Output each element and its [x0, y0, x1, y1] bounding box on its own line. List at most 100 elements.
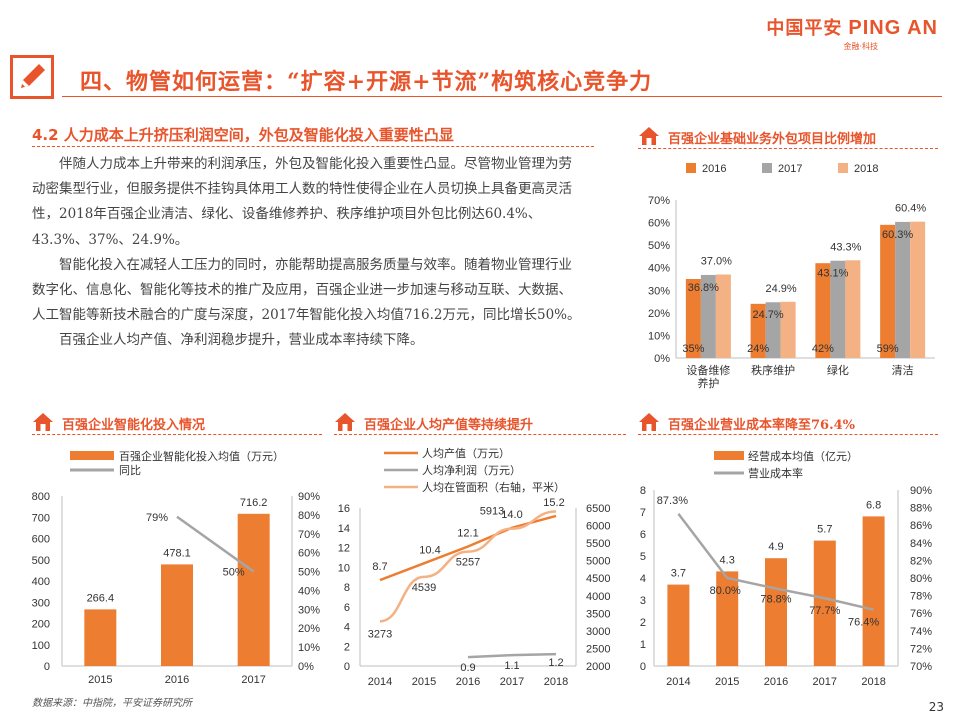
x-tick-label: 2016: [165, 674, 189, 686]
bar: [667, 584, 690, 666]
y2-tick-label: 80%: [298, 510, 320, 522]
y2-tick-label: 86%: [910, 520, 932, 532]
data-label: 12.1: [457, 528, 478, 540]
data-label: 3.7: [671, 568, 686, 580]
y-tick-label: 30%: [648, 285, 670, 297]
bar-2016: [685, 279, 701, 358]
panel-title-outsourcing: 百强企业基础业务外包项目比例增加: [668, 132, 877, 147]
line-cost-rate: [677, 513, 874, 611]
y2-tick-label: 4500: [586, 573, 610, 585]
y2-tick-label: 70%: [298, 529, 320, 541]
y2-tick-label: 88%: [910, 503, 932, 515]
panel-title-costrate: 百强企业营业成本率降至76.4%: [668, 418, 856, 433]
y2-tick-label: 5500: [586, 538, 610, 550]
y2-tick-label: 3500: [586, 608, 610, 620]
y-tick-label: 0: [44, 661, 50, 673]
brand-logo: 中国平安 PING AN 金融·科技: [766, 14, 938, 52]
x-tick-label: 2018: [544, 676, 568, 688]
data-label: 77.7%: [809, 605, 840, 617]
data-label: 4.3: [720, 554, 735, 566]
x-tick-label: 绿化: [827, 363, 849, 377]
y2-tick-label: 3000: [586, 626, 610, 638]
data-label: 43.3%: [830, 241, 861, 253]
brand-tagline: 金融·科技: [843, 42, 878, 51]
page-number: 23: [928, 700, 944, 714]
y-tick-label: 60%: [648, 218, 670, 230]
data-label: 478.1: [163, 547, 191, 559]
bar: [813, 540, 836, 666]
data-label: 37.0%: [701, 255, 732, 267]
y2-tick-label: 84%: [910, 538, 932, 550]
page-title: 四、物管如何运营：“扩容+开源+节流”构筑核心竞争力: [80, 69, 653, 95]
data-label: 42%: [812, 343, 834, 355]
y-tick-label: 20%: [648, 308, 670, 320]
data-label: 60.3%: [882, 229, 913, 241]
data-label: 24.9%: [766, 283, 797, 295]
data-label: 716.2: [240, 497, 268, 509]
y2-tick-label: 2000: [586, 661, 610, 673]
x-tick-label: 设备维修: [686, 363, 730, 377]
legend-label: 2018: [854, 163, 878, 175]
x-tick-label: 2017: [813, 676, 837, 688]
legend-label: 人均净利润（万元）: [422, 463, 521, 477]
y-tick-label: 200: [32, 619, 50, 631]
y2-tick-label: 40%: [298, 585, 320, 597]
data-label: 1.1: [504, 660, 519, 672]
x-tick-label: 2015: [715, 676, 739, 688]
house-icon: [639, 127, 659, 145]
bar: [862, 516, 885, 666]
y-tick-label: 40%: [648, 263, 670, 275]
y-tick-label: 2: [640, 617, 646, 629]
section-divider: [32, 146, 594, 147]
panel-title-intelligent: 百强企业智能化投入情况: [62, 418, 206, 433]
y2-tick-label: 5000: [586, 556, 610, 568]
x-tick-label: 养护: [697, 376, 719, 390]
x-tick-label: 2018: [861, 676, 885, 688]
data-label: 15.2: [543, 497, 564, 509]
y2-tick-label: 72%: [910, 643, 932, 655]
house-icon: [33, 413, 53, 431]
y-tick-label: 4: [344, 622, 350, 634]
legend-label: 营业成本率: [748, 466, 803, 480]
legend-swatch: [838, 163, 848, 173]
data-label: 36.8%: [688, 282, 719, 294]
data-label: 3273: [368, 628, 392, 640]
y-tick-label: 8: [344, 582, 350, 594]
data-label: 4539: [412, 582, 436, 594]
y-tick-label: 10%: [648, 330, 670, 342]
y2-tick-label: 82%: [910, 555, 932, 567]
data-label: 6.8: [866, 499, 881, 511]
panel-divider: [638, 434, 938, 435]
data-label: 87.3%: [657, 495, 688, 507]
paragraph: 智能化投入在减轻人工压力的同时，亦能帮助提高服务质量与效率。随着物业管理行业数字…: [32, 256, 581, 324]
y-tick-label: 8: [640, 485, 646, 497]
y2-tick-label: 30%: [298, 604, 320, 616]
x-tick-label: 2017: [241, 674, 265, 686]
data-label: 5.7: [817, 524, 832, 536]
y-tick-label: 10: [338, 562, 350, 574]
line-output-per-capita: [379, 514, 557, 582]
y-tick-label: 16: [338, 503, 350, 515]
y2-tick-label: 74%: [910, 626, 932, 638]
bar-2018: [715, 274, 731, 358]
data-label: 1.2: [548, 657, 563, 669]
data-label: 5913: [480, 506, 504, 518]
y-tick-label: 0: [640, 661, 646, 673]
y-tick-label: 12: [338, 543, 350, 555]
costrate-chart: 0 1 2 3 4 5 6 7 8 70% 72% 74% 76% 78% 80% 82% 84% 86% 88% 9…: [640, 449, 932, 688]
y-tick-label: 600: [32, 534, 50, 546]
section-heading: 4.2 人力成本上升挤压利润空间，外包及智能化投入重要性凸显: [32, 126, 454, 144]
line-area-per-capita: [379, 510, 557, 623]
data-label: 4.9: [768, 541, 783, 553]
x-tick-label: 2014: [368, 676, 392, 688]
y-tick-label: 0%: [654, 353, 670, 365]
data-label: 79%: [146, 512, 168, 524]
productivity-chart: 0 2 4 6 8 10 12 14 16 2000 2500 3000 3500 4000 4500 500…: [338, 446, 611, 688]
y-tick-label: 4: [640, 573, 646, 585]
bar: [237, 513, 270, 666]
house-icon: [335, 413, 355, 431]
y2-tick-label: 90%: [910, 485, 932, 497]
bar-2017: [895, 221, 911, 358]
legend-label: 百强企业智能化投入均值（万元）: [119, 449, 284, 463]
